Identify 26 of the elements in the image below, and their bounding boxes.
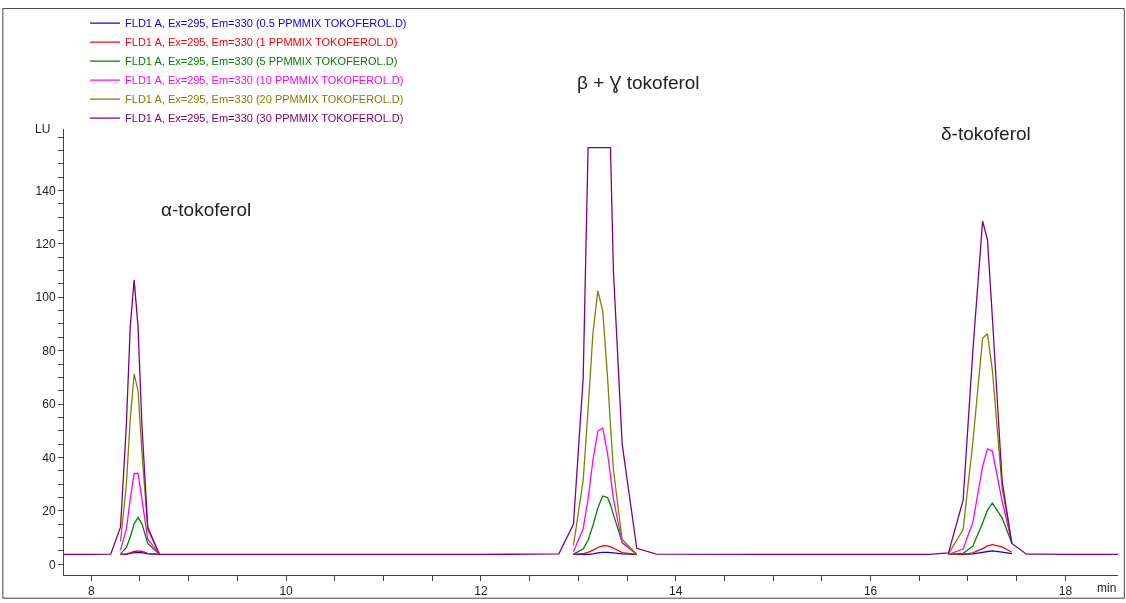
x-tick-label: 12 (474, 584, 488, 599)
y-tick-label: 100 (35, 290, 56, 305)
line-series (64, 147, 1118, 556)
x-tick-label: 8 (87, 584, 95, 599)
legend-label: FLD1 A, Ex=295, Em=330 (5 PPMMIX TOKOFEROL.D) (125, 55, 398, 68)
legend-label: FLD1 A, Ex=295, Em=330 (10 PPMMIX TOKOFEROL.D) (125, 74, 404, 87)
y-tick-label: 80 (42, 343, 56, 358)
y-tick-label: 0 (48, 557, 56, 572)
legend-label: FLD1 A, Ex=295, Em=330 (1 PPMMIX TOKOFEROL.D) (125, 36, 398, 49)
y-tick-label: 140 (35, 183, 56, 198)
x-axis-title: min (1097, 581, 1117, 595)
legend-label: FLD1 A, Ex=295, Em=330 (0.5 PPMMIX TOKOFEROL.D) (125, 17, 407, 30)
x-tick-label: 10 (279, 584, 294, 599)
x-tick-label: 14 (669, 584, 683, 599)
text: β + Ɣ tokoferol (577, 72, 700, 93)
annotation: δ-tokoferol (941, 123, 1031, 144)
y-axis-title: LU (35, 122, 51, 136)
y-tick-label: 60 (42, 397, 56, 412)
x-tick-label: 18 (1058, 584, 1073, 599)
y-tick-label: 120 (35, 237, 56, 252)
annotation: α-tokoferol (161, 199, 252, 220)
y-tick-label: 40 (42, 450, 56, 465)
legend-label: FLD1 A, Ex=295, Em=330 (30 PPMMIX TOKOFEROL.D) (125, 112, 404, 125)
x-tick-label: 16 (863, 584, 878, 599)
y-tick-label: 20 (42, 504, 56, 519)
legend-label: FLD1 A, Ex=295, Em=330 (20 PPMMIX TOKOFEROL.D) (125, 93, 404, 106)
